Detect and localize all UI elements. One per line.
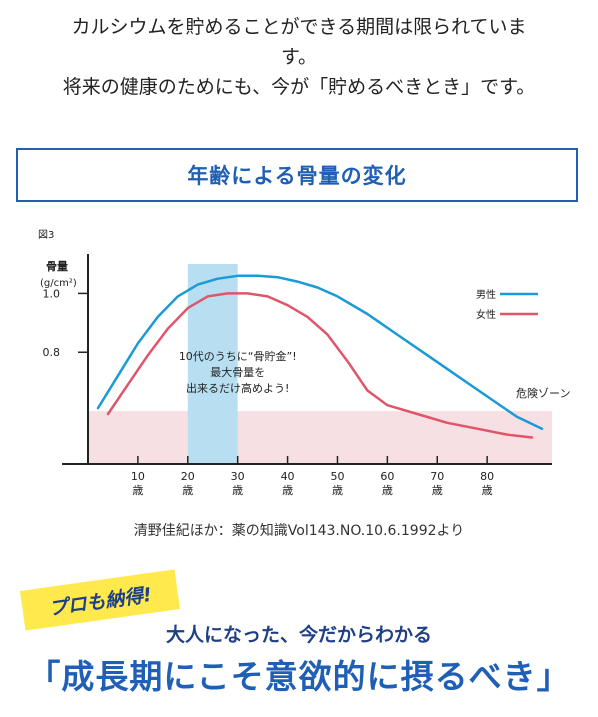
x-tick-label: 40 — [281, 470, 295, 483]
band-annotation: 最大骨量を — [210, 365, 265, 379]
series-line — [106, 292, 534, 439]
x-tick-label: 歳 — [332, 484, 343, 497]
x-tick-label: 50 — [330, 470, 344, 483]
x-tick-label: 70 — [430, 470, 444, 483]
y-axis-label: 骨量 — [46, 260, 68, 273]
series-line — [96, 274, 544, 430]
x-tick-label: 歳 — [382, 484, 393, 497]
x-tick-label: 歳 — [232, 484, 243, 497]
band-annotation: 10代のうちに“骨貯金”! — [179, 349, 297, 363]
danger-zone-label: 危険ゾーン — [516, 387, 570, 400]
highlight-band — [187, 264, 238, 464]
intro-line-3: 将来の健康のためにも、今が「貯めるべきとき」です。 — [62, 76, 536, 98]
x-tick-label: 60 — [380, 470, 394, 483]
legend-label: 女性 — [476, 308, 496, 321]
headline: 「成長期にこそ意欲的に摂るべき」 — [27, 657, 571, 696]
intro-line-2: す。 — [280, 46, 318, 68]
x-tick-label: 歳 — [182, 484, 193, 497]
chart-title-box: 年齢による骨量の変化 — [16, 148, 578, 202]
y-axis-unit: (g/cm²) — [40, 278, 77, 289]
danger-zone — [88, 411, 552, 464]
x-tick-label: 10 — [131, 470, 145, 483]
x-tick-label: 30 — [231, 470, 245, 483]
intro-text: カルシウムを貯めることができる期間は限られていま す。 将来の健康のためにも、今… — [10, 12, 588, 102]
figure-label: 図3 — [38, 229, 54, 241]
legend-label: 男性 — [476, 288, 496, 301]
source-citation: 清野佳紀ほか：薬の知識Vol143.NO.10.6.1992より — [133, 523, 465, 539]
x-tick-label: 80 — [480, 470, 494, 483]
chart-title: 年齢による骨量の変化 — [187, 164, 407, 188]
x-tick-label: 歳 — [432, 484, 443, 497]
subheadline: 大人になった、今だからわかる — [165, 624, 432, 646]
x-tick-label: 歳 — [482, 484, 493, 497]
x-tick-label: 歳 — [282, 484, 293, 497]
x-tick-label: 歳 — [132, 484, 143, 497]
y-tick-label: 1.0 — [43, 287, 61, 300]
intro-line-1: カルシウムを貯めることができる期間は限られていま — [71, 16, 527, 38]
y-tick-label: 0.8 — [43, 346, 61, 359]
band-annotation: 出来るだけ高めよう! — [186, 381, 289, 395]
x-tick-label: 20 — [181, 470, 195, 483]
